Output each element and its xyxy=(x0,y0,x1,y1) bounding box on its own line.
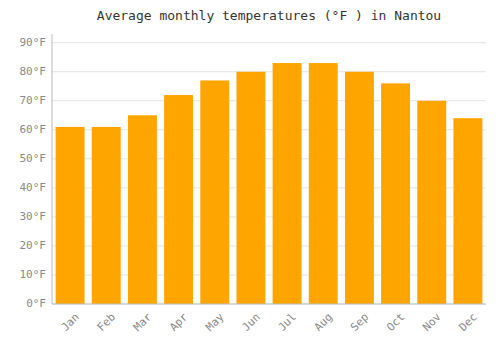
x-tick-label: Jun xyxy=(239,311,262,334)
y-tick-label: 50°F xyxy=(20,152,47,165)
x-axis: Jan Feb Mar Apr May Jun Jul Aug Sep Oct Nov Dec xyxy=(59,310,480,334)
chart: Average monthly temperatures (°F ) in Na… xyxy=(0,0,500,350)
bar xyxy=(128,115,157,304)
y-tick-label: 60°F xyxy=(20,123,47,136)
bar xyxy=(417,101,446,304)
x-tick-label: Jul xyxy=(276,311,299,334)
grid-line xyxy=(52,304,486,305)
page: {"chart_data": {"type": "bar", "title": … xyxy=(0,0,500,350)
grid-line xyxy=(52,42,486,43)
bar xyxy=(381,83,410,304)
chart-container: Average monthly temperatures (°F ) in Na… xyxy=(0,0,500,350)
x-tick-label: Nov xyxy=(420,310,444,334)
x-tick-label: Dec xyxy=(456,311,479,334)
bar xyxy=(345,72,374,304)
x-axis-line xyxy=(52,304,486,305)
y-tick-label: 30°F xyxy=(20,210,47,223)
x-tick-label: Aug xyxy=(312,311,335,334)
x-tick-label: Oct xyxy=(384,311,407,334)
y-axis-line xyxy=(52,34,53,304)
y-tick-label: 0°F xyxy=(26,297,46,310)
bars xyxy=(56,63,483,304)
bar xyxy=(56,127,85,304)
y-tick-label: 90°F xyxy=(20,36,47,49)
grid-line xyxy=(52,71,486,72)
y-tick-label: 40°F xyxy=(20,181,47,194)
x-tick-label: Mar xyxy=(131,310,155,334)
x-tick-label: Sep xyxy=(348,311,371,334)
bar xyxy=(273,63,302,304)
y-grid xyxy=(52,43,486,304)
y-tick-label: 70°F xyxy=(20,94,47,107)
bar xyxy=(236,72,265,304)
bar xyxy=(309,63,338,304)
y-axis: 0°F 10°F 20°F 30°F 40°F 50°F 60°F 70°F 80°F 90°F xyxy=(20,36,47,310)
y-tick-label: 20°F xyxy=(20,239,47,252)
x-tick-label: Feb xyxy=(95,311,118,334)
y-tick-label: 10°F xyxy=(20,268,47,281)
x-tick-label: Apr xyxy=(167,310,191,334)
bar xyxy=(200,80,229,304)
title: Average monthly temperatures (°F ) in Na… xyxy=(97,8,441,23)
bar xyxy=(164,95,193,304)
bar xyxy=(453,118,482,304)
x-tick-label: Jan xyxy=(59,311,82,334)
bar xyxy=(92,127,121,304)
y-tick-label: 80°F xyxy=(20,65,47,78)
x-tick-label: May xyxy=(203,310,227,334)
